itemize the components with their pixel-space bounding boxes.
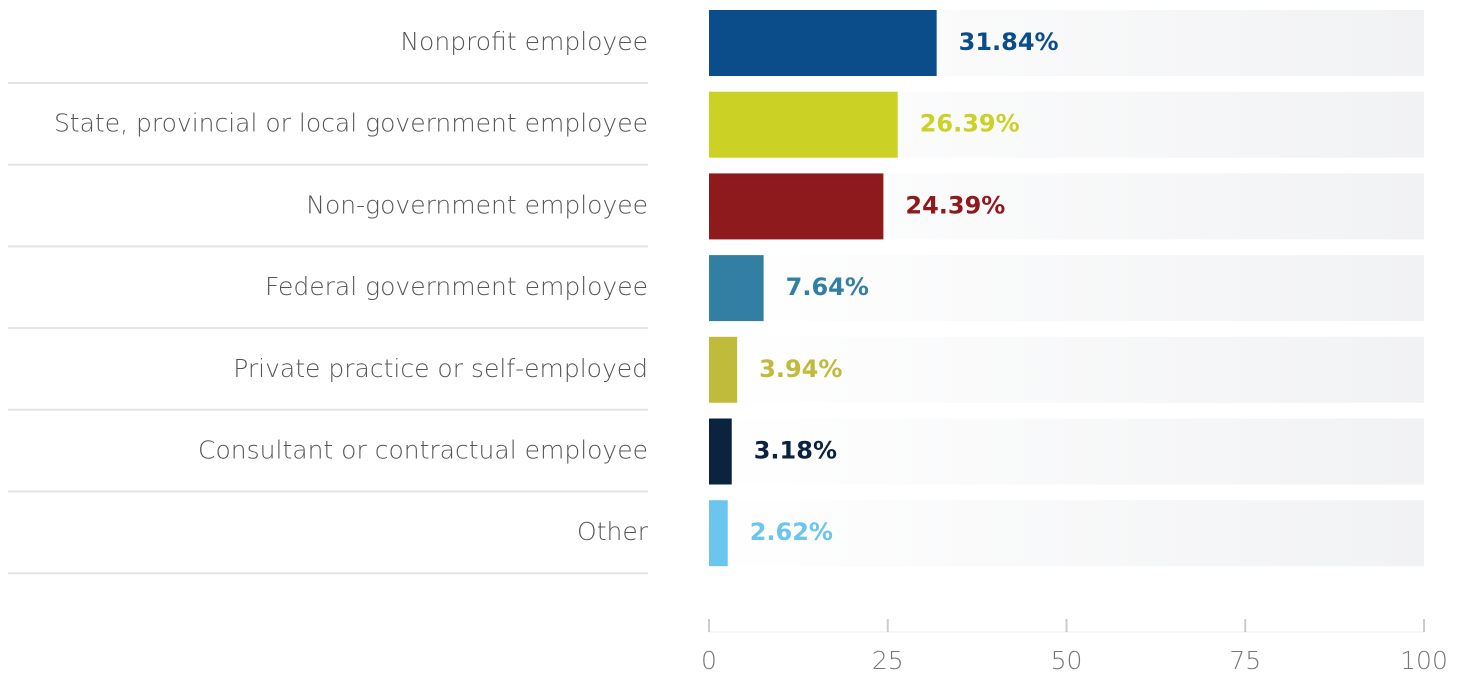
- bar: [709, 10, 937, 76]
- category-label: Non-government employee: [306, 190, 648, 219]
- category-label: Consultant or contractual employee: [198, 436, 648, 465]
- x-tick-label: 0: [701, 646, 717, 675]
- category-label: Other: [577, 517, 649, 546]
- category-label: Federal government employee: [265, 272, 648, 301]
- bar-track: [709, 255, 1424, 322]
- x-tick-label: 75: [1229, 646, 1261, 675]
- bar-track: [709, 336, 1424, 403]
- x-tick-label: 100: [1400, 646, 1448, 675]
- bar: [709, 418, 732, 485]
- value-label: 3.94%: [759, 355, 842, 383]
- value-label: 26.39%: [920, 110, 1020, 138]
- bar-track: [709, 418, 1424, 485]
- value-label: 3.18%: [754, 437, 837, 465]
- value-label: 7.64%: [786, 273, 869, 301]
- bar-track: [709, 500, 1424, 567]
- category-label: Nonprofit employee: [400, 27, 648, 56]
- x-tick-label: 50: [1051, 646, 1083, 675]
- bar: [709, 255, 764, 322]
- bar: [709, 91, 898, 158]
- bar: [709, 173, 884, 240]
- value-label: 24.39%: [905, 191, 1005, 219]
- category-label: Private practice or self-employed: [233, 354, 648, 383]
- bar: [709, 336, 738, 403]
- value-label: 31.84%: [959, 28, 1059, 56]
- bar: [709, 500, 728, 567]
- x-tick-label: 25: [872, 646, 904, 675]
- value-label: 2.62%: [750, 518, 833, 546]
- category-label: State, provincial or local government em…: [54, 109, 648, 138]
